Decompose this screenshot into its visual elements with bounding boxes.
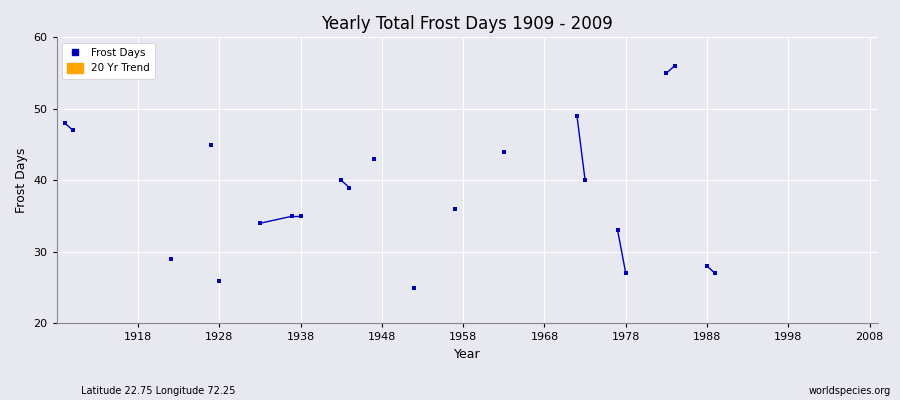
Point xyxy=(293,213,308,219)
Point xyxy=(58,120,72,126)
Point xyxy=(334,177,348,184)
Point xyxy=(285,213,300,219)
Point xyxy=(253,220,267,226)
Point xyxy=(212,277,227,284)
Text: Latitude 22.75 Longitude 72.25: Latitude 22.75 Longitude 72.25 xyxy=(81,386,236,396)
Title: Yearly Total Frost Days 1909 - 2009: Yearly Total Frost Days 1909 - 2009 xyxy=(321,15,613,33)
Y-axis label: Frost Days: Frost Days xyxy=(15,148,28,213)
Point xyxy=(366,156,381,162)
Point xyxy=(578,177,592,184)
Legend: Frost Days, 20 Yr Trend: Frost Days, 20 Yr Trend xyxy=(62,42,155,79)
Point xyxy=(448,206,463,212)
Point xyxy=(163,256,177,262)
X-axis label: Year: Year xyxy=(454,348,481,361)
Point xyxy=(497,148,511,155)
Point xyxy=(66,127,80,134)
Point xyxy=(610,227,625,234)
Point xyxy=(618,270,633,276)
Text: worldspecies.org: worldspecies.org xyxy=(809,386,891,396)
Point xyxy=(204,142,219,148)
Point xyxy=(407,284,421,291)
Point xyxy=(659,70,673,76)
Point xyxy=(342,184,356,191)
Point xyxy=(570,113,584,119)
Point xyxy=(708,270,723,276)
Point xyxy=(700,263,715,270)
Point xyxy=(667,63,681,69)
